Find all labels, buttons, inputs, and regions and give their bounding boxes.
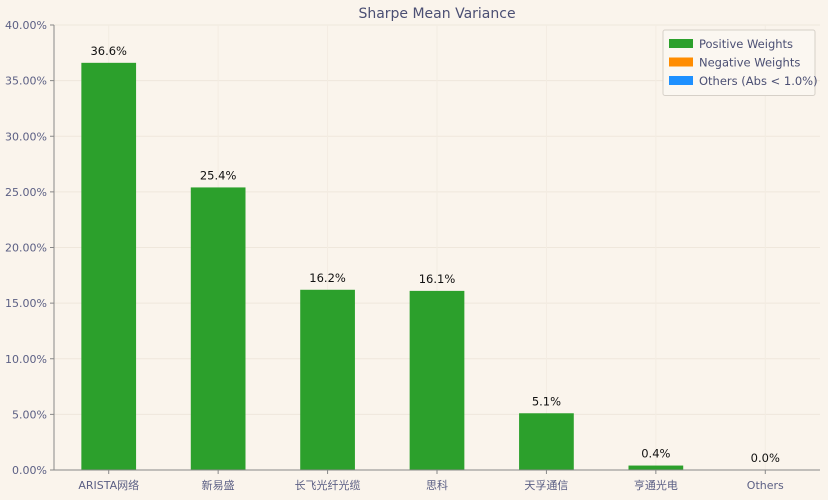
data-label: 16.2% — [309, 271, 346, 285]
y-tick-label: 40.00% — [5, 19, 47, 32]
axes — [50, 24, 820, 474]
legend: Positive Weights Negative Weights Others (… — [662, 29, 818, 96]
y-tick-label: 0.00% — [12, 464, 47, 477]
legend-swatch — [669, 39, 693, 48]
legend-box — [662, 29, 816, 96]
x-tick-label: ARISTA网络 — [78, 478, 139, 492]
chart-title: Sharpe Mean Variance — [358, 6, 515, 22]
legend-entry: Negative Weights — [699, 56, 800, 70]
bar — [300, 289, 355, 470]
y-tick-label: 35.00% — [5, 75, 47, 88]
data-label: 36.6% — [90, 44, 127, 58]
legend-swatch — [669, 57, 693, 67]
y-tick-label: 20.00% — [5, 242, 47, 255]
data-label: 5.1% — [532, 394, 561, 408]
data-label: 25.4% — [200, 168, 237, 182]
y-tick-label: 25.00% — [5, 186, 47, 199]
legend-entry: Others (Abs < 1.0%) — [699, 74, 818, 88]
bar — [190, 187, 246, 471]
legend-entry: Positive Weights — [699, 37, 793, 51]
x-tick-label: 新易盛 — [202, 478, 235, 492]
y-tick-label: 15.00% — [5, 297, 47, 310]
y-tick-label: 30.00% — [5, 130, 47, 143]
x-tick-label: Others — [747, 479, 784, 492]
bars — [81, 62, 684, 471]
legend-swatch — [669, 76, 693, 85]
x-tick-label: 亨通光电 — [634, 478, 678, 492]
bar — [628, 465, 684, 470]
bar — [519, 413, 574, 470]
bar — [409, 290, 465, 470]
x-tick-label: 天孚通信 — [524, 479, 568, 492]
labels: 0.00% 5.00% 10.00% 15.00% 20.00% 25.00% 30.00%… — [5, 19, 784, 492]
y-tick-label: 5.00% — [12, 408, 47, 421]
data-label: 16.1% — [419, 272, 456, 286]
data-label: 0.4% — [641, 447, 670, 461]
data-label: 0.0% — [751, 451, 780, 465]
y-tick-label: 10.00% — [5, 353, 47, 366]
x-tick-label: 长飞光纤光缆 — [295, 478, 361, 492]
bar — [81, 62, 137, 470]
x-tick-label: 思科 — [426, 478, 448, 492]
